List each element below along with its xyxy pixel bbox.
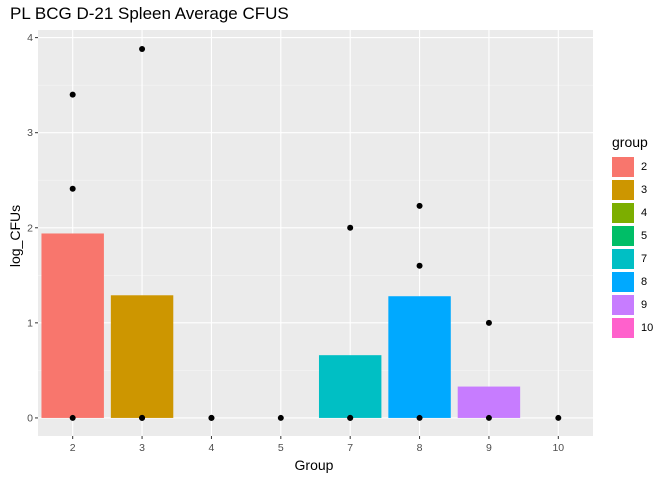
legend-swatch (612, 294, 634, 315)
y-tick-label: 2 (27, 222, 33, 234)
data-point (485, 319, 492, 326)
legend-item-9: 9 (612, 293, 653, 316)
bar-group-7 (318, 355, 382, 418)
x-tick-label: 8 (417, 442, 423, 454)
legend-swatch (612, 225, 634, 246)
legend-label: 4 (641, 206, 648, 219)
legend-item-8: 8 (612, 270, 653, 293)
legend-item-5: 5 (612, 224, 653, 247)
legend-swatch (612, 179, 634, 200)
x-tick-label: 9 (486, 442, 492, 454)
x-tick-label: 10 (552, 442, 564, 454)
legend-label: 2 (641, 160, 648, 173)
bar-group-8 (388, 296, 451, 418)
legend-swatch (612, 248, 634, 269)
y-tick-label: 0 (27, 412, 33, 424)
data-point (208, 414, 215, 421)
y-axis-title: log_CFUs (7, 204, 23, 268)
legend-item-2: 2 (612, 155, 653, 178)
legend-item-4: 4 (612, 201, 653, 224)
legend-label: 10 (641, 321, 654, 334)
legend-label: 9 (641, 298, 648, 311)
legend-item-7: 7 (612, 247, 653, 270)
y-tick-label: 1 (27, 317, 33, 329)
data-point (69, 414, 76, 421)
legend-items: 2 3 4 5 7 8 9 10 (612, 155, 653, 339)
x-tick-label: 5 (278, 442, 284, 454)
data-point (69, 185, 76, 192)
x-tick-label: 3 (139, 442, 145, 454)
data-point (347, 224, 354, 231)
data-point (555, 414, 562, 421)
legend-item-10: 10 (612, 316, 653, 339)
legend-label: 7 (641, 252, 648, 265)
legend: group 2 3 4 5 7 8 9 10 (612, 134, 653, 339)
legend-swatch (612, 156, 634, 177)
legend-swatch (612, 271, 634, 292)
y-tick-label: 3 (27, 127, 33, 139)
legend-title: group (612, 134, 648, 150)
legend-label: 5 (641, 229, 648, 242)
data-point (139, 46, 146, 53)
legend-label: 3 (641, 183, 648, 196)
legend-label: 8 (641, 275, 648, 288)
data-point (347, 414, 354, 421)
x-tick-label: 4 (209, 442, 215, 454)
bar-group-3 (110, 295, 174, 418)
data-point (139, 414, 146, 421)
data-point (277, 414, 284, 421)
x-tick-label: 7 (347, 442, 353, 454)
legend-item-3: 3 (612, 178, 653, 201)
data-point (416, 202, 423, 209)
data-point (485, 414, 492, 421)
legend-swatch (612, 202, 634, 223)
bar-group-2 (41, 233, 104, 418)
x-axis-title: Group (294, 457, 334, 473)
data-point (69, 91, 76, 98)
chart-title: PL BCG D-21 Spleen Average CFUS (10, 4, 289, 23)
data-point (416, 262, 423, 269)
legend-swatch (612, 317, 634, 338)
data-point (416, 414, 423, 421)
y-tick-label: 4 (27, 32, 33, 44)
x-tick-label: 2 (70, 442, 76, 454)
bar-group-9 (457, 386, 521, 418)
